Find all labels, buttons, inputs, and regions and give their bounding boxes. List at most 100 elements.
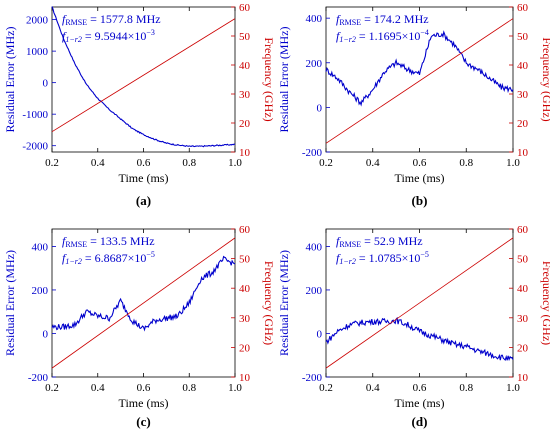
annotation-rmse-value: = 133.5 MHz xyxy=(90,234,154,248)
y-right-tick-label: 30 xyxy=(517,313,529,325)
y-left-tick-label: 2000 xyxy=(26,15,49,27)
x-tick-label: 1.0 xyxy=(506,157,520,169)
panel-d: 0.2 0.4 0.6 0.8 1.0 -200 0 200 400 10 20 30 40 50 60 Ti… xyxy=(277,224,550,429)
y-right-tick-label: 10 xyxy=(517,147,529,159)
y-right-tick-label: 50 xyxy=(239,254,251,266)
y-right-tick-label: 60 xyxy=(239,224,251,236)
y-left-tick-label: 0 xyxy=(43,78,49,90)
panel-label: (d) xyxy=(412,414,428,429)
annotation-rmse: fRMSE = 133.5 MHz xyxy=(62,234,155,249)
annotation-ratio-value: = 1.0785×10 xyxy=(359,251,421,265)
x-tick-label: 0.4 xyxy=(366,382,380,394)
y-right-tick-label: 20 xyxy=(239,342,251,354)
x-tick-label: 0.2 xyxy=(45,157,59,169)
y-right-tick-label: 30 xyxy=(239,89,251,101)
annotation-rmse: fRMSE = 174.2 MHz xyxy=(336,12,429,27)
x-tick-label: 0.6 xyxy=(137,157,151,169)
annotation-ratio-value: = 6.8687×10 xyxy=(85,251,147,265)
y-left-tick-label: 200 xyxy=(306,58,323,70)
x-tick-label: 1.0 xyxy=(228,382,242,394)
y-right-tick-label: 50 xyxy=(517,31,529,43)
y-left-tick-label: -2000 xyxy=(22,141,48,153)
annotation-ratio-value: = 1.1695×10 xyxy=(359,29,421,43)
annotation-rmse-value: = 1577.8 MHz xyxy=(90,12,160,26)
y-left-tick-label: 200 xyxy=(306,285,323,297)
y-right-axis-label: Frequency (GHz) xyxy=(262,261,276,345)
x-tick-label: 0.8 xyxy=(459,157,473,169)
y-left-tick-label: 0 xyxy=(317,102,323,114)
y-right-tick-label: 50 xyxy=(517,254,529,266)
frequency-line xyxy=(51,18,236,133)
annotation-ratio-exponent: −5 xyxy=(146,250,155,259)
y-right-tick-label: 20 xyxy=(517,342,529,354)
x-tick-label: 0.8 xyxy=(182,382,196,394)
annotation-ratio-exponent: −3 xyxy=(146,28,155,37)
x-axis-label: Time (ms) xyxy=(395,171,445,185)
x-tick-label: 0.2 xyxy=(319,382,333,394)
y-left-tick-label: 200 xyxy=(32,285,49,297)
x-tick-label: 0.4 xyxy=(91,382,105,394)
residual-error-line xyxy=(51,255,236,332)
x-tick-label: 0.2 xyxy=(45,382,59,394)
y-left-axis-label: Residual Error (MHz) xyxy=(277,27,291,133)
panel-c: 0.2 0.4 0.6 0.8 1.0 -200 0 200 400 10 20 30 40 50 60 Ti… xyxy=(3,224,276,429)
y-left-tick-label: 400 xyxy=(306,13,323,25)
y-left-axis-label: Residual Error (MHz) xyxy=(277,250,291,356)
x-axis-label: Time (ms) xyxy=(395,396,445,410)
y-right-tick-label: 60 xyxy=(517,224,529,236)
y-right-tick-label: 10 xyxy=(239,372,251,384)
y-right-axis-label: Frequency (GHz) xyxy=(540,261,550,345)
annotation-rmse-value: = 174.2 MHz xyxy=(364,12,428,26)
y-left-tick-label: 400 xyxy=(32,241,49,253)
y-right-tick-label: 30 xyxy=(517,89,529,101)
y-right-axis-label: Frequency (GHz) xyxy=(540,37,550,121)
y-right-tick-label: 20 xyxy=(239,118,251,130)
y-right-tick-label: 30 xyxy=(239,313,251,325)
frequency-line xyxy=(325,18,514,144)
residual-error-line xyxy=(325,30,514,107)
y-left-tick-label: 0 xyxy=(43,328,49,340)
y-left-tick-label: -200 xyxy=(302,372,323,384)
annotation-ratio-exponent: −4 xyxy=(420,28,429,37)
x-tick-label: 0.6 xyxy=(413,382,427,394)
panel-label: (c) xyxy=(136,414,150,429)
y-left-tick-label: -200 xyxy=(302,147,323,159)
annotation-ratio: f1−r2 = 9.5944×10−3 xyxy=(62,28,155,44)
panel-a: 0.2 0.4 0.6 0.8 1.0 -2000 -1000 0 1000 2000 10 20 30… xyxy=(3,2,276,208)
y-left-tick-label: 0 xyxy=(317,328,323,340)
x-axis-label: Time (ms) xyxy=(119,396,169,410)
y-left-tick-label: -1000 xyxy=(22,109,48,121)
x-tick-label: 0.8 xyxy=(182,157,196,169)
y-right-tick-label: 60 xyxy=(517,2,529,14)
y-left-tick-label: 1000 xyxy=(26,46,49,58)
y-right-tick-label: 10 xyxy=(517,372,529,384)
x-tick-label: 0.4 xyxy=(91,157,105,169)
y-right-tick-label: 40 xyxy=(239,283,251,295)
annotation-rmse-value: = 52.9 MHz xyxy=(364,234,422,248)
panel-label: (b) xyxy=(412,193,428,208)
annotation-rmse: fRMSE = 1577.8 MHz xyxy=(62,12,161,27)
y-right-tick-label: 40 xyxy=(517,283,529,295)
x-tick-label: 1.0 xyxy=(506,382,520,394)
y-left-axis-label: Residual Error (MHz) xyxy=(3,27,17,133)
y-right-axis-label: Frequency (GHz) xyxy=(262,37,276,121)
x-tick-label: 0.4 xyxy=(366,157,380,169)
panel-label: (a) xyxy=(136,193,151,208)
annotation-ratio: f1−r2 = 1.1695×10−4 xyxy=(336,28,429,44)
y-right-tick-label: 20 xyxy=(517,118,529,130)
x-axis-label: Time (ms) xyxy=(119,171,169,185)
y-left-tick-label: -200 xyxy=(28,372,49,384)
x-tick-label: 0.6 xyxy=(413,157,427,169)
annotation-ratio: f1−r2 = 6.8687×10−5 xyxy=(62,250,155,266)
y-right-tick-label: 60 xyxy=(239,2,251,14)
annotation-ratio-value: = 9.5944×10 xyxy=(85,29,147,43)
x-tick-label: 0.6 xyxy=(137,382,151,394)
annotation-ratio-exponent: −5 xyxy=(420,250,429,259)
x-tick-label: 1.0 xyxy=(228,157,242,169)
y-right-tick-label: 10 xyxy=(239,147,251,159)
residual-error-line xyxy=(51,6,236,148)
y-right-tick-label: 40 xyxy=(517,60,529,72)
y-left-axis-label: Residual Error (MHz) xyxy=(3,250,17,356)
annotation-rmse: fRMSE = 52.9 MHz xyxy=(336,234,423,249)
